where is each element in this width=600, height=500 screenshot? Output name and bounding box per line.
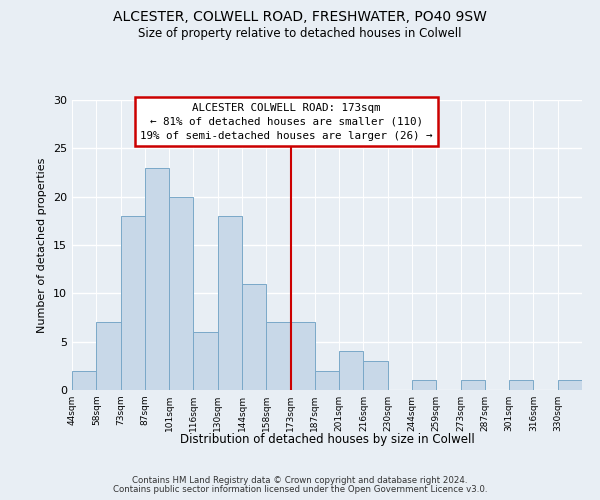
Bar <box>509 380 533 390</box>
Text: Size of property relative to detached houses in Colwell: Size of property relative to detached ho… <box>138 28 462 40</box>
Bar <box>242 284 266 390</box>
Bar <box>558 380 582 390</box>
Text: Contains public sector information licensed under the Open Government Licence v3: Contains public sector information licen… <box>113 485 487 494</box>
Text: Contains HM Land Registry data © Crown copyright and database right 2024.: Contains HM Land Registry data © Crown c… <box>132 476 468 485</box>
Bar <box>412 380 436 390</box>
Y-axis label: Number of detached properties: Number of detached properties <box>37 158 47 332</box>
Bar <box>266 322 290 390</box>
Bar <box>169 196 193 390</box>
Bar <box>121 216 145 390</box>
Text: ALCESTER, COLWELL ROAD, FRESHWATER, PO40 9SW: ALCESTER, COLWELL ROAD, FRESHWATER, PO40… <box>113 10 487 24</box>
Bar <box>193 332 218 390</box>
Bar <box>218 216 242 390</box>
Bar <box>96 322 121 390</box>
Bar <box>364 361 388 390</box>
Bar <box>145 168 169 390</box>
Bar <box>290 322 315 390</box>
Bar <box>315 370 339 390</box>
Text: Distribution of detached houses by size in Colwell: Distribution of detached houses by size … <box>179 432 475 446</box>
Bar <box>339 352 364 390</box>
Text: ALCESTER COLWELL ROAD: 173sqm
← 81% of detached houses are smaller (110)
19% of : ALCESTER COLWELL ROAD: 173sqm ← 81% of d… <box>140 103 433 141</box>
Bar <box>461 380 485 390</box>
Bar <box>72 370 96 390</box>
